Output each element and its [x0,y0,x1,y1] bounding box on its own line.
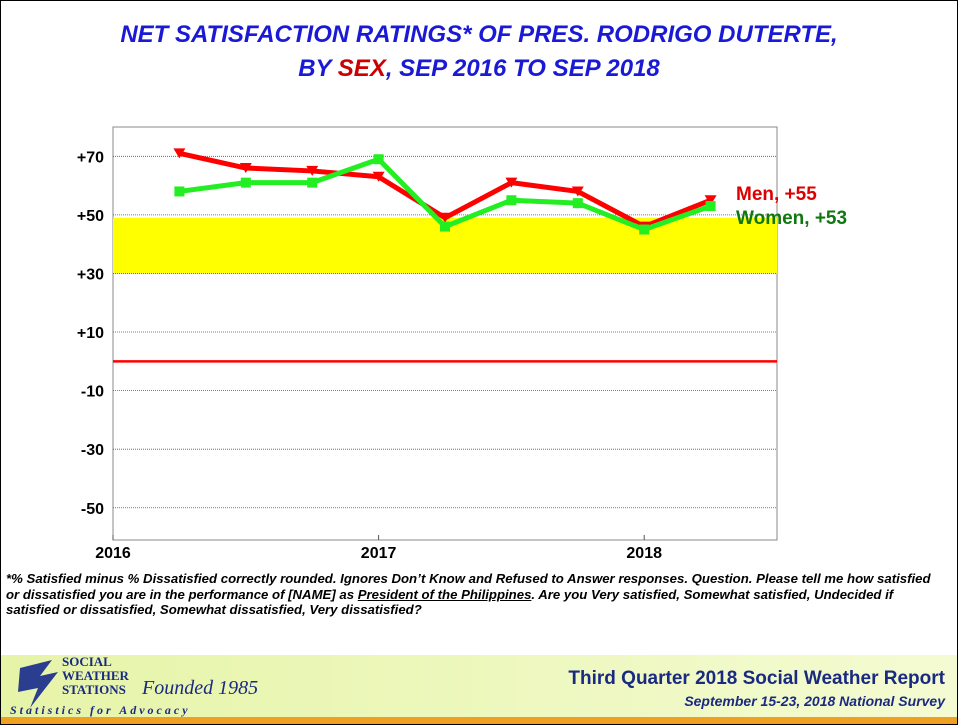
y-tick-label: +30 [77,266,104,283]
marker [173,148,186,159]
footer-band [1,655,957,717]
y-tick-label: +10 [77,325,104,342]
title-part: BY [298,55,338,82]
logo-text: SOCIAL [62,654,112,669]
marker [240,177,251,188]
marker [704,195,717,206]
y-tick-label: -10 [81,384,104,401]
y-tick-label: -30 [81,442,104,459]
annotation: Men, +55 [736,184,817,205]
marker [572,198,583,209]
footnote-text: *% Satisfied minus % Dissatisfied correc… [6,571,931,602]
x-tick-label: 2017 [361,545,397,562]
footnote-text: . Are you Very satisfied, Somewhat satis… [6,586,894,618]
marker [639,224,650,235]
footer-stripe [1,717,957,724]
survey-date: September 15-23, 2018 National Survey [684,693,946,709]
title-part: , SEP 2016 TO SEP 2018 [385,55,661,82]
logo-text: STATIONS [62,682,126,697]
marker [307,177,318,188]
marker [239,163,252,174]
footnote: *% Satisfied minus % Dissatisfied correc… [6,571,946,618]
logo-icon [18,660,58,708]
annotation: Women, +53 [736,208,847,229]
marker [506,195,517,206]
x-tick-label: 2016 [95,545,131,562]
marker [571,186,584,197]
y-tick-label: +70 [77,149,104,166]
marker [505,177,518,188]
chart-title: BY SEX, SEP 2016 TO SEP 2018 [298,55,660,82]
x-tick-label: 2018 [626,545,662,562]
plot-area [112,126,778,541]
y-tick-label: -50 [81,501,104,518]
marker [372,171,385,182]
report-title: Third Quarter 2018 Social Weather Report [568,668,945,689]
footnote-underlined: President of the Philippines [357,586,532,602]
marker [373,154,384,165]
logo-motto: Statistics for Advocacy [10,703,191,717]
marker [440,221,450,232]
y-tick-label: +50 [77,208,104,225]
marker [439,212,451,223]
logo-text: WEATHER [62,668,130,683]
title-highlight: SEX [338,55,388,82]
marker [306,165,319,176]
chart-title: NET SATISFACTION RATINGS* OF PRES. RODRI… [120,21,837,48]
logo-founded: Founded 1985 [141,677,258,699]
marker [705,201,716,212]
marker [174,186,185,197]
